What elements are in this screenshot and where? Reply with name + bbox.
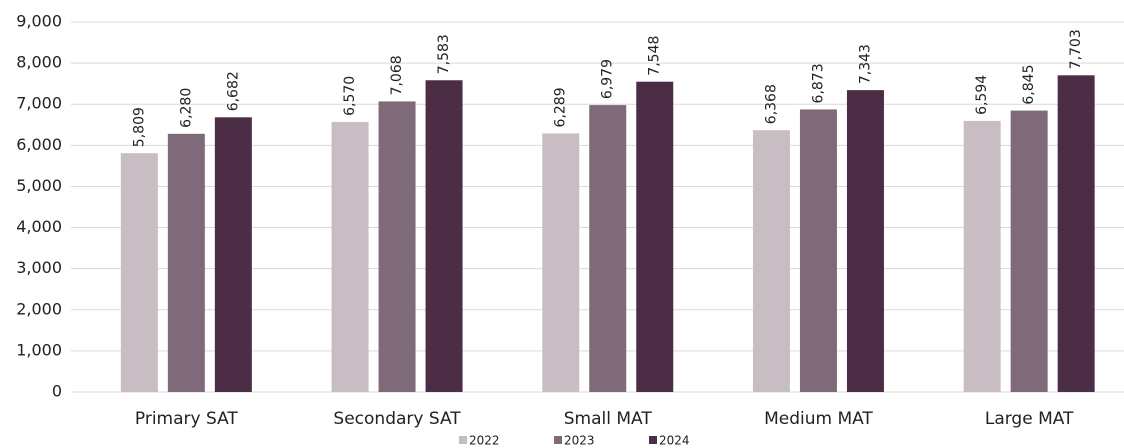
- x-tick-label: Primary SAT: [135, 409, 239, 429]
- y-tick-label: 0: [52, 382, 62, 401]
- bar: [331, 121, 369, 393]
- bar: [1010, 110, 1048, 392]
- x-tick-label: Small MAT: [564, 409, 653, 429]
- value-label: 6,280: [178, 88, 194, 128]
- value-label: 7,343: [857, 44, 873, 84]
- value-label: 7,548: [647, 36, 663, 76]
- bar: [214, 117, 252, 392]
- bar: [120, 153, 158, 392]
- y-tick-label: 2,000: [16, 299, 62, 318]
- value-label: 7,068: [389, 55, 405, 95]
- bar: [167, 133, 205, 393]
- y-tick-label: 9,000: [16, 12, 62, 31]
- value-label: 7,583: [436, 34, 452, 74]
- legend-label: 2023: [564, 434, 595, 448]
- y-tick-label: 6,000: [16, 135, 62, 154]
- bar: [542, 133, 580, 393]
- y-tick-label: 7,000: [16, 94, 62, 113]
- bar: [378, 101, 416, 392]
- bar: [589, 105, 627, 392]
- value-label: 6,368: [763, 84, 779, 124]
- value-label: 6,979: [600, 59, 616, 99]
- value-label: 6,570: [342, 76, 358, 116]
- legend-label: 2024: [659, 434, 690, 448]
- value-label: 6,682: [225, 71, 241, 111]
- bar: [963, 120, 1001, 392]
- legend-label: 2022: [469, 434, 500, 448]
- bar: [1057, 75, 1095, 393]
- x-tick-label: Secondary SAT: [333, 409, 461, 429]
- bar: [636, 81, 674, 393]
- x-tick-label: Large MAT: [985, 409, 1074, 429]
- legend-swatch: [459, 436, 467, 444]
- legend-swatch: [649, 436, 657, 444]
- x-tick-label: Medium MAT: [764, 409, 873, 429]
- value-label: 6,873: [810, 63, 826, 103]
- y-tick-label: 1,000: [16, 340, 62, 359]
- value-label: 6,289: [553, 87, 569, 127]
- y-tick-label: 8,000: [16, 53, 62, 72]
- y-tick-label: 5,000: [16, 176, 62, 195]
- bar: [752, 130, 790, 392]
- legend-swatch: [554, 436, 562, 444]
- value-label: 7,703: [1068, 29, 1084, 69]
- y-tick-label: 3,000: [16, 258, 62, 277]
- value-label: 5,809: [131, 107, 147, 147]
- bar: [846, 90, 884, 393]
- bar: [425, 80, 463, 392]
- value-label: 6,845: [1021, 65, 1037, 105]
- y-tick-label: 4,000: [16, 217, 62, 236]
- value-label: 6,594: [974, 75, 990, 115]
- bar: [799, 109, 837, 393]
